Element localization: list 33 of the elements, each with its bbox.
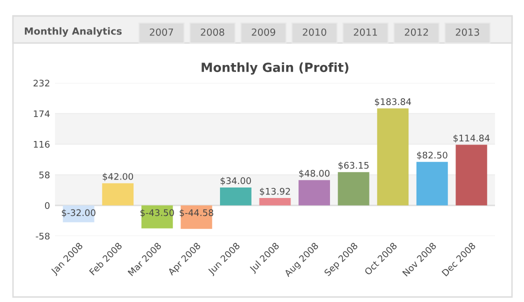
bar	[62, 205, 94, 222]
y-tick-label: 0	[44, 202, 50, 209]
data-label: $114.84	[454, 134, 490, 143]
data-label: $34.00	[220, 177, 251, 186]
text: 2011	[354, 28, 377, 36]
y-tick-label: -58	[36, 232, 50, 240]
data-label: $48.00	[299, 170, 330, 178]
data-label: $183.84	[374, 98, 412, 106]
bar	[298, 180, 330, 206]
bar	[102, 183, 134, 206]
text: 2010	[302, 28, 326, 36]
bar	[416, 162, 448, 206]
y-tick-label: 232	[34, 80, 50, 87]
y-tick-label: 58	[39, 172, 50, 178]
text: 2013	[456, 28, 480, 36]
chart-title: Monthly Gain (Profit)	[202, 62, 348, 75]
bar	[259, 198, 291, 206]
data-label: $-32.00	[62, 209, 96, 218]
bar	[338, 172, 370, 206]
data-label: $82.50	[417, 152, 448, 160]
text: 2008	[200, 28, 224, 36]
data-label: $13.92	[260, 188, 290, 196]
bar	[377, 108, 409, 206]
data-label: $63.15	[338, 162, 369, 170]
bar	[456, 144, 488, 206]
data-label: $42.00	[102, 172, 134, 182]
y-tick-label: 174	[34, 110, 50, 118]
bar	[220, 187, 252, 206]
text: 2007	[150, 28, 174, 36]
text: 2009	[252, 28, 276, 36]
y-tick-label: 116	[34, 140, 50, 148]
text: Monthly Analytics	[24, 27, 122, 37]
text: 2012	[404, 28, 428, 36]
